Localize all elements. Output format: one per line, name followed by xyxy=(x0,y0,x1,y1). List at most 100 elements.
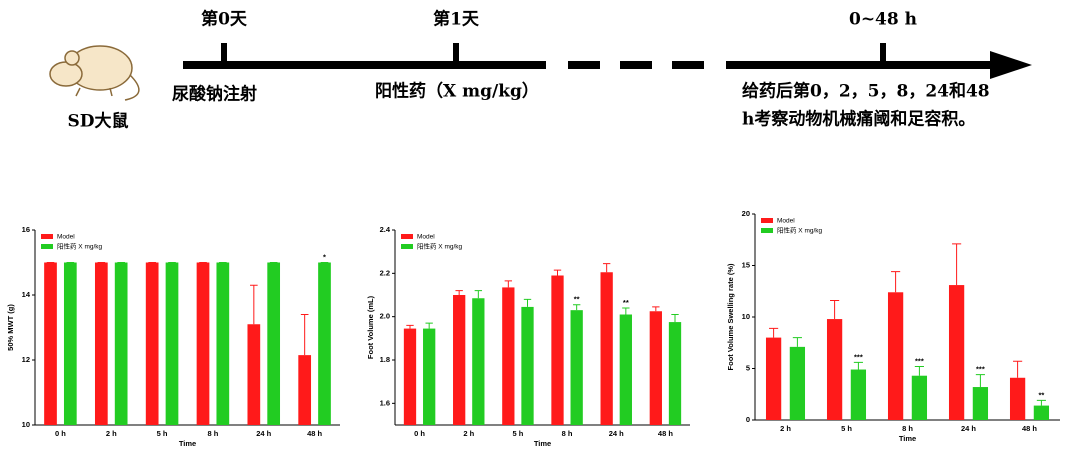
bar xyxy=(318,262,331,425)
bar xyxy=(826,319,843,420)
y-tick-label: 2.2 xyxy=(380,268,390,277)
x-tick-label: 24 h xyxy=(256,429,271,438)
bar xyxy=(850,369,867,420)
bar xyxy=(403,328,417,425)
error-bar xyxy=(891,271,901,293)
x-tick-label: 48 h xyxy=(1022,424,1037,433)
bar xyxy=(1009,377,1026,420)
bar xyxy=(911,375,928,420)
error-bar xyxy=(769,327,779,338)
x-tick-label: 5 h xyxy=(841,424,852,433)
bar xyxy=(948,285,965,420)
bar xyxy=(267,262,281,425)
error-bar xyxy=(474,290,483,299)
x-axis-label: Time xyxy=(899,434,916,443)
x-tick-label: 8 h xyxy=(902,424,913,433)
time-label: 0~48 h xyxy=(849,10,917,30)
timeline-dash xyxy=(568,61,600,69)
x-tick-label: 0 h xyxy=(414,429,425,438)
error-bar xyxy=(425,322,433,329)
bar xyxy=(789,346,806,420)
error-bar xyxy=(553,269,562,276)
error-bar xyxy=(952,243,962,286)
x-tick-label: 2 h xyxy=(463,429,474,438)
legend-swatch xyxy=(401,234,413,239)
step-label: 给药后第0，2，5，8，24和48 xyxy=(742,81,990,102)
legend-label: 阳性药 X mg/kg xyxy=(57,242,103,251)
x-tick-label: 24 h xyxy=(609,429,624,438)
bar xyxy=(765,337,782,420)
legend-swatch xyxy=(761,228,773,233)
error-bar xyxy=(523,298,532,307)
animal-label: SD大鼠 xyxy=(67,111,128,132)
bar xyxy=(44,262,57,425)
bar xyxy=(298,355,312,425)
error-bar xyxy=(830,300,840,320)
bar xyxy=(453,295,466,425)
x-tick-label: 8 h xyxy=(207,429,218,438)
legend-swatch xyxy=(41,234,53,239)
significance-label: *** xyxy=(915,356,924,365)
error-bar xyxy=(671,314,679,323)
x-tick-label: 2 h xyxy=(106,429,117,438)
bar xyxy=(216,262,230,425)
y-axis-label: Foot Volume Swelling rate (%) xyxy=(726,263,735,370)
bar xyxy=(1033,405,1050,420)
bar xyxy=(114,262,128,425)
y-tick-label: 10 xyxy=(22,420,30,429)
legend-label: 阳性药 X mg/kg xyxy=(417,242,463,251)
y-tick-label: 1.8 xyxy=(380,355,390,364)
x-tick-label: 2 h xyxy=(780,424,791,433)
timeline-bar xyxy=(183,61,546,69)
x-axis-label: Time xyxy=(179,439,196,448)
error-bar xyxy=(1013,360,1023,378)
error-bar xyxy=(406,324,414,329)
error-bar xyxy=(455,290,463,295)
x-tick-label: 48 h xyxy=(307,429,322,438)
day-label: 第0天 xyxy=(201,9,248,30)
bar xyxy=(887,292,904,420)
x-axis-label: Time xyxy=(534,439,551,448)
significance-label: ** xyxy=(574,295,580,304)
error-bar xyxy=(1036,399,1046,406)
chart: 1.6 1.8 2.0 2.2 2.4 0 h 2 h 5 h 8 h ** 24 h ** 48 h T… xyxy=(366,225,690,448)
significance-label: *** xyxy=(976,365,985,374)
chart: 0 5 10 15 20 2 h 5 h *** 8 h *** 24 h *** 48 h ** Time… xyxy=(726,209,1060,443)
legend-swatch xyxy=(761,218,773,223)
y-tick-label: 20 xyxy=(742,209,750,218)
y-tick-label: 10 xyxy=(742,312,750,321)
x-tick-label: 24 h xyxy=(961,424,976,433)
arrow-head xyxy=(990,51,1032,79)
bar xyxy=(972,387,989,420)
bar xyxy=(94,262,108,425)
bar xyxy=(570,310,583,425)
bar xyxy=(423,328,436,425)
error-bar xyxy=(652,306,660,312)
bar xyxy=(649,311,662,425)
bar xyxy=(247,324,261,425)
bar xyxy=(600,272,613,425)
x-tick-label: 5 h xyxy=(512,429,523,438)
timeline-tick xyxy=(221,43,227,63)
significance-label: ** xyxy=(623,298,629,307)
error-bar xyxy=(853,361,863,370)
error-bar xyxy=(622,307,630,315)
y-tick-label: 14 xyxy=(22,290,31,299)
significance-label: *** xyxy=(854,352,863,361)
timeline-tick xyxy=(453,43,459,63)
legend-label: Model xyxy=(777,218,795,225)
bar xyxy=(196,262,210,425)
y-tick-label: 12 xyxy=(22,355,30,364)
legend-label: 阳性药 X mg/kg xyxy=(777,226,823,235)
step-label: 尿酸钠注射 xyxy=(172,84,257,105)
x-tick-label: 8 h xyxy=(562,429,573,438)
y-tick-label: 1.6 xyxy=(380,398,390,407)
step-label: h考察动物机械痛阈和足容积。 xyxy=(742,109,975,130)
timeline-tick xyxy=(880,43,886,63)
step-label: 阳性药（X mg/kg） xyxy=(375,81,539,102)
x-tick-label: 5 h xyxy=(157,429,168,438)
bar xyxy=(502,287,515,425)
y-tick-label: 15 xyxy=(742,260,750,269)
error-bar xyxy=(250,284,258,325)
y-tick-label: 2.0 xyxy=(380,312,390,321)
